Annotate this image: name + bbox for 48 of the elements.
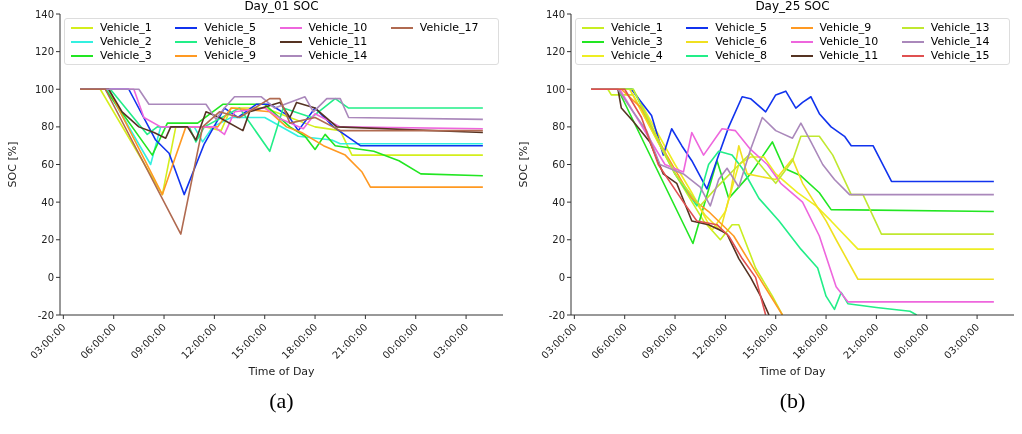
y-tick-label: 40	[552, 196, 565, 208]
y-tick-label: 140	[545, 8, 565, 20]
legend-label: Vehicle_14	[308, 49, 368, 62]
legend-label: Vehicle_15	[930, 49, 990, 62]
legend-label: Vehicle_6	[715, 35, 768, 48]
y-tick-label: 60	[41, 159, 54, 171]
y-axis-title: SOC [%]	[5, 141, 19, 188]
y-tick-label: 20	[41, 234, 54, 246]
legend-label: Vehicle_5	[204, 21, 257, 34]
legend-label: Vehicle_17	[419, 21, 479, 34]
y-tick-label: 40	[41, 196, 54, 208]
legend-label: Vehicle_3	[611, 35, 663, 48]
chart-title: Day_01 SOC	[243, 0, 320, 13]
legend-label: Vehicle_3	[100, 49, 152, 62]
y-tick-label: 60	[552, 159, 565, 171]
y-tick-label: 0	[47, 271, 54, 283]
y-tick-label: 80	[552, 121, 565, 133]
x-axis-title: Time of Day	[758, 365, 827, 378]
legend-label: Vehicle_10	[308, 21, 368, 34]
y-axis-title: SOC [%]	[516, 141, 530, 188]
y-tick-label: 120	[34, 46, 54, 58]
legend-label: Vehicle_2	[100, 35, 152, 48]
y-tick-label: 100	[34, 83, 54, 95]
legend-label: Vehicle_13	[930, 21, 990, 34]
legend-label: Vehicle_8	[204, 35, 257, 48]
y-tick-label: 0	[558, 271, 565, 283]
y-tick-label: 140	[34, 8, 54, 20]
y-tick-label: 100	[545, 83, 565, 95]
legend-label: Vehicle_14	[930, 35, 990, 48]
text: (a)	[268, 388, 295, 414]
legend-label: Vehicle_11	[308, 35, 368, 48]
y-tick-label: -20	[37, 309, 54, 321]
legend-label: Vehicle_10	[819, 35, 879, 48]
legend-label: Vehicle_8	[715, 49, 768, 62]
y-tick-label: 80	[41, 121, 54, 133]
y-tick-label: 120	[545, 46, 565, 58]
legend-label: Vehicle_4	[611, 49, 663, 62]
legend-label: Vehicle_5	[715, 21, 768, 34]
x-axis-title: Time of Day	[247, 365, 316, 378]
legend-label: Vehicle_11	[819, 49, 879, 62]
text: (b)	[778, 388, 807, 414]
y-tick-label: -20	[548, 309, 565, 321]
chart-title: Day_25 SOC	[754, 0, 831, 13]
y-tick-label: 20	[552, 234, 565, 246]
legend-label: Vehicle_9	[204, 49, 257, 62]
legend-label: Vehicle_9	[819, 21, 872, 34]
legend-label: Vehicle_1	[100, 21, 152, 34]
legend-label: Vehicle_1	[611, 21, 663, 34]
